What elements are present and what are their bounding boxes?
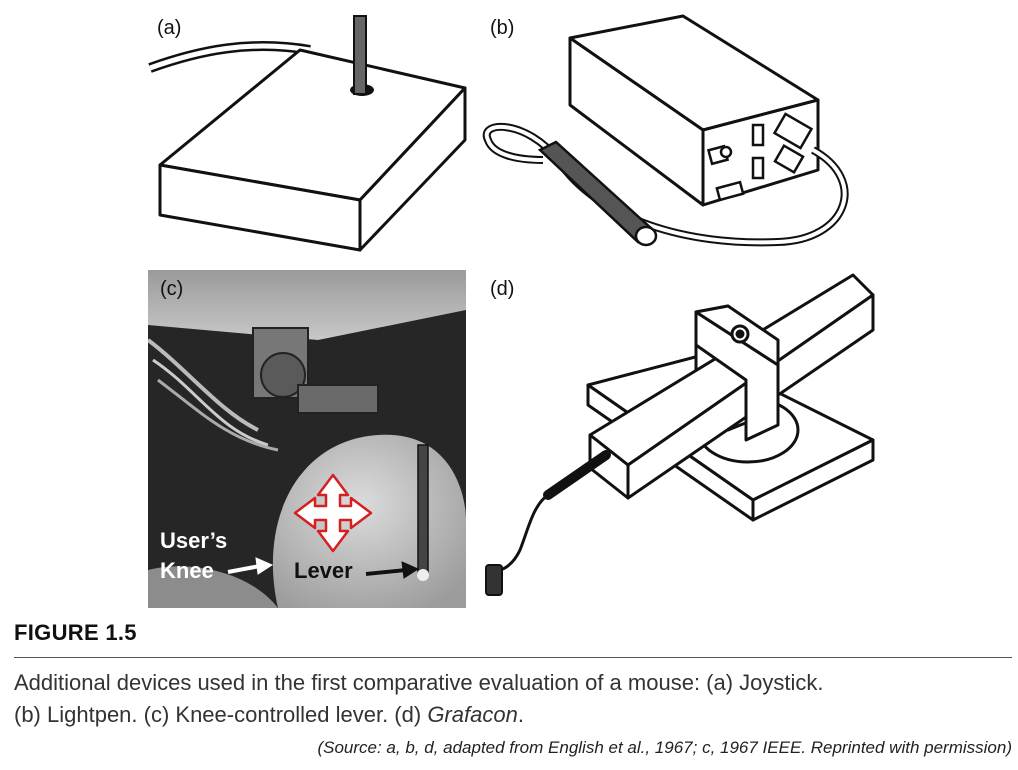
lightpen-illustration (478, 10, 858, 260)
caption-divider (14, 657, 1012, 658)
four-way-arrow-icon (293, 473, 373, 553)
caption-line-2-prefix: (b) Lightpen. (c) Knee-controlled lever.… (14, 702, 428, 727)
joystick-illustration (140, 10, 480, 260)
users-knee-line2: Knee (160, 558, 214, 583)
grafacon-term: Grafacon (427, 702, 518, 727)
source-credit: (Source: a, b, d, adapted from English e… (317, 738, 1012, 757)
panel-b-label: (b) (490, 17, 515, 39)
figure-label: FIGURE 1.5 (14, 620, 137, 645)
lever-annotation: Lever (294, 558, 353, 583)
knee-lever-photo: User’s Knee Lever (148, 270, 466, 608)
grafacon-illustration (478, 270, 898, 610)
panel-d-label: (d) (490, 278, 515, 300)
figure-caption: Additional devices used in the first com… (14, 667, 1014, 731)
caption-line-2-suffix: . (517, 702, 524, 727)
users-knee-line1: User’s (160, 528, 228, 553)
users-knee-annotation: User’s Knee (160, 526, 227, 586)
caption-line-1: Additional devices used in the first com… (14, 670, 824, 695)
caption-line-2: (b) Lightpen. (c) Knee-controlled lever.… (14, 699, 1014, 731)
panel-c-label: (c) (160, 278, 184, 300)
panel-a-label: (a) (157, 17, 182, 39)
